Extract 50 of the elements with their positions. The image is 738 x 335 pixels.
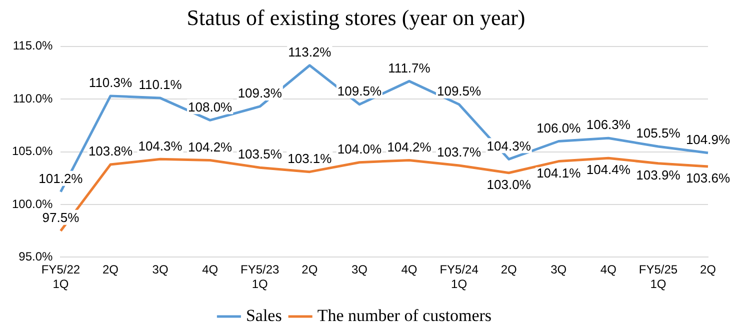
data-label: 109.3%: [238, 86, 282, 101]
y-tick-label: 105.0%: [12, 144, 54, 158]
data-label: 104.1%: [536, 165, 582, 180]
data-label: 110.3%: [88, 75, 132, 90]
data-label: 109.5%: [337, 83, 382, 98]
x-tick-label: FY5/24 1Q: [440, 262, 479, 292]
data-label: 111.7%: [388, 60, 431, 76]
x-tick-label: 2Q: [500, 262, 517, 277]
x-tick-label: 3Q: [550, 262, 567, 277]
chart-title: Status of existing stores (year on year): [186, 4, 526, 30]
data-label: 104.2%: [188, 139, 233, 154]
x-tick-label: 3Q: [351, 262, 368, 277]
data-label: 104.4%: [586, 162, 631, 178]
y-tick-label: 115.0%: [12, 38, 54, 53]
x-tick-label: 4Q: [202, 262, 218, 277]
x-tick-label: FY5/22 1Q: [41, 262, 80, 292]
data-label: 104.3%: [486, 138, 532, 154]
legend-label: The number of customers: [317, 306, 492, 325]
data-label: 104.2%: [387, 139, 432, 154]
y-tick-label: 100.0%: [12, 196, 54, 211]
data-label: 103.5%: [238, 146, 282, 162]
x-tick-label: FY5/23 1Q: [240, 262, 280, 292]
data-label: 110.1%: [138, 77, 182, 92]
data-label: 104.3%: [138, 138, 183, 154]
data-label: 101.2%: [38, 170, 84, 186]
data-label: 106.0%: [536, 120, 582, 136]
data-label: 103.8%: [88, 144, 133, 159]
y-tick-label: 95.0%: [18, 250, 54, 264]
data-label: 103.0%: [486, 176, 532, 192]
data-label: 103.7%: [436, 144, 482, 160]
data-label: 97.5%: [42, 210, 80, 225]
x-tick-label: 3Q: [152, 262, 168, 277]
data-label: 104.0%: [337, 141, 382, 156]
legend-label: Sales: [246, 306, 282, 325]
x-tick-label: 4Q: [600, 262, 616, 277]
data-label: 104.9%: [686, 132, 730, 147]
y-tick-label: 110.0%: [12, 91, 54, 106]
x-tick-label: FY5/25 1Q: [638, 262, 678, 292]
data-label: 113.2%: [288, 44, 332, 60]
data-label: 103.9%: [636, 167, 681, 182]
data-label: 103.6%: [686, 170, 730, 186]
x-tick-label: 4Q: [401, 262, 418, 277]
data-label: 105.5%: [636, 126, 681, 141]
x-tick-label: 2Q: [700, 262, 716, 277]
x-tick-label: 2Q: [102, 262, 118, 277]
data-label: 103.1%: [288, 150, 332, 166]
data-label: 106.3%: [586, 117, 631, 132]
x-tick-label: 2Q: [302, 262, 318, 277]
data-label: 109.5%: [436, 83, 482, 98]
data-label: 108.0%: [188, 99, 233, 114]
